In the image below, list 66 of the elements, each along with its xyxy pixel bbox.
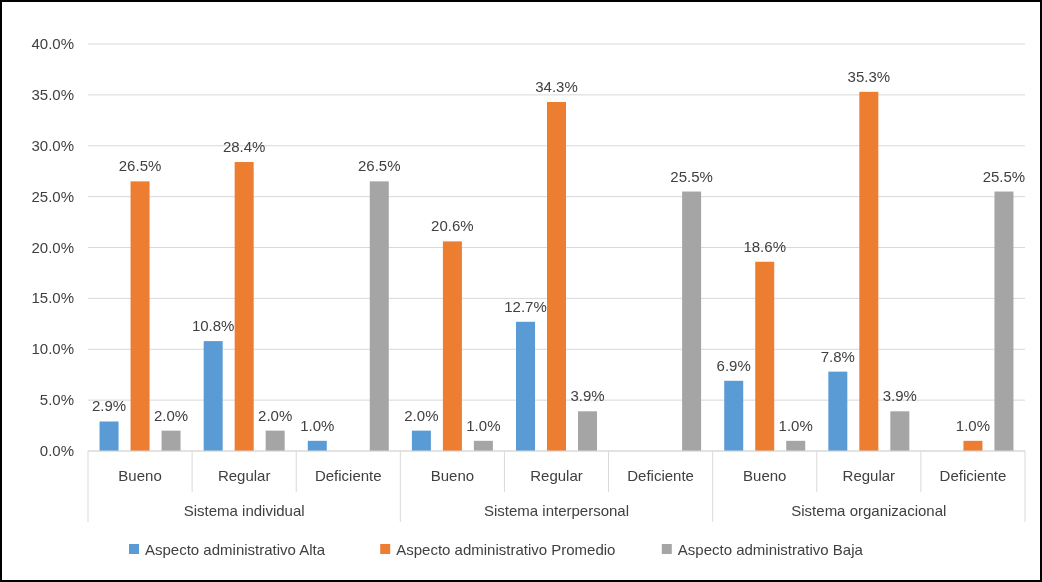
bar [130, 181, 150, 451]
bar [161, 430, 181, 451]
data-label: 34.3% [535, 78, 578, 95]
bar [994, 191, 1014, 451]
legend-label: Aspecto administrativo Baja [677, 541, 864, 558]
bar [234, 162, 254, 451]
data-label: 10.8% [191, 317, 235, 335]
data-label: 18.6% [743, 237, 786, 255]
data-label: 6.9% [716, 356, 751, 374]
bar [516, 321, 535, 451]
data-label: 1.0% [466, 416, 501, 434]
bar [755, 261, 775, 451]
bar [369, 181, 389, 451]
bar [265, 430, 285, 451]
y-tick-label: 15.0% [31, 289, 74, 307]
data-label: 25.5% [670, 167, 713, 185]
bar [724, 380, 744, 451]
y-tick-label: 5.0% [39, 391, 74, 409]
bar [828, 371, 848, 451]
data-label: 12.7% [504, 297, 547, 315]
data-label: 1.0% [778, 416, 813, 434]
x-tick-label: Deficiente [314, 467, 382, 484]
data-label: 2.9% [91, 397, 127, 415]
bar [547, 102, 566, 451]
data-label: 25.5% [982, 167, 1026, 185]
data-label: 2.0% [153, 406, 189, 424]
legend-label: Aspecto administrativo Alta [145, 541, 326, 558]
y-tick-label: 20.0% [31, 238, 74, 256]
bar [890, 411, 910, 451]
y-tick-label: 0.0% [39, 442, 74, 459]
x-tick-label: Regular [530, 467, 583, 484]
data-label: 3.9% [882, 387, 917, 405]
x-tick-label: Deficiente [627, 467, 694, 484]
legend-label: Aspecto administrativo Promedio [396, 541, 616, 558]
bar [203, 341, 223, 451]
bar [859, 91, 879, 451]
text: Sistema organizacional [791, 502, 947, 519]
x-tick-label: Bueno [430, 467, 475, 484]
x-tick-label: Bueno [743, 467, 787, 484]
text: Sistema individual [183, 502, 305, 519]
text: Sistema interpersonal [483, 502, 630, 519]
bar [578, 411, 597, 451]
data-label: 2.0% [258, 406, 293, 424]
y-tick-label: 10.0% [31, 340, 74, 358]
data-label: 28.4% [222, 138, 266, 156]
y-tick-label: 35.0% [31, 85, 74, 103]
data-label: 26.5% [358, 157, 401, 175]
bar [682, 191, 702, 451]
x-tick-label: Bueno [118, 467, 162, 484]
data-label: 1.0% [955, 416, 991, 434]
y-tick-label: 40.0% [31, 35, 74, 52]
data-label: 2.0% [404, 406, 439, 424]
data-label: 7.8% [820, 347, 855, 365]
data-label: 1.0% [300, 416, 335, 434]
bar [99, 421, 119, 451]
data-label: 20.6% [431, 217, 474, 235]
x-tick-label: Deficiente [939, 467, 1007, 484]
y-tick-label: 30.0% [31, 136, 74, 154]
y-tick-label: 25.0% [31, 187, 74, 205]
data-label: 26.5% [118, 157, 162, 175]
bar [411, 430, 431, 451]
x-tick-label: Regular [842, 467, 896, 484]
x-tick-label: Regular [217, 467, 271, 484]
data-label: 35.3% [847, 67, 891, 85]
data-label: 3.9% [570, 387, 605, 405]
bar [442, 241, 462, 451]
